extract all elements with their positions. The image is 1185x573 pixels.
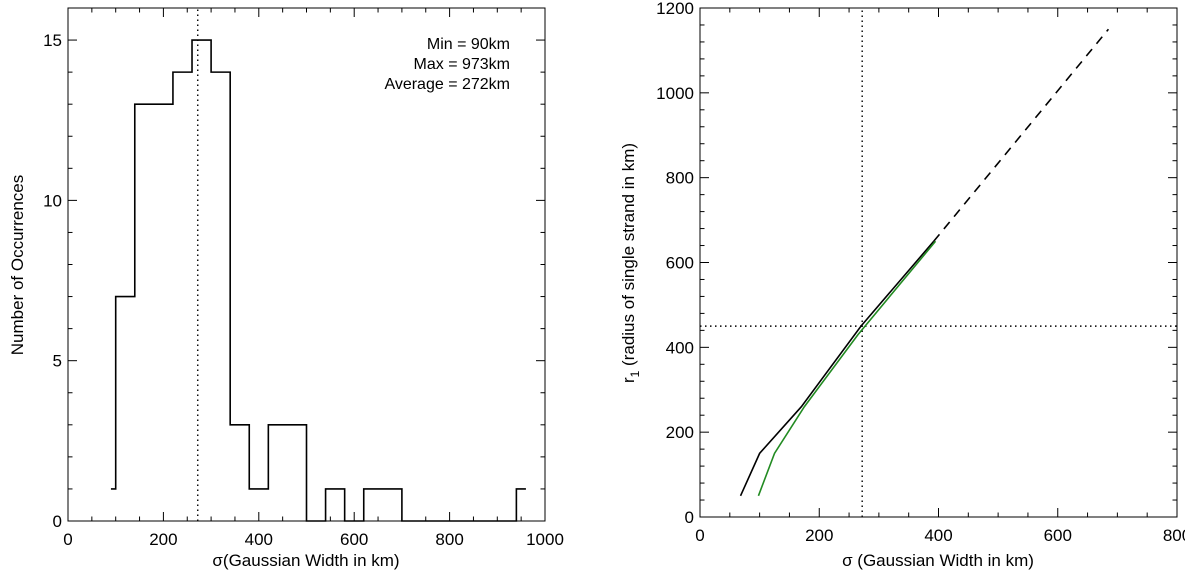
line-x-axis-label: σ (Gaussian Width in km)	[842, 551, 1034, 570]
line-y-axis-label-rest: (radius of single strand in km)	[619, 143, 638, 371]
histogram-panel: 0 200 400 600 800 1000 0 5 10 15 Min = 90km Max =…	[8, 7, 564, 570]
line-ticks: 0 200 400 600 800 0 200 400 600 800 1000 1200	[656, 0, 1185, 545]
line-x-tick-label: 800	[1163, 526, 1185, 545]
line-x-tick-label: 200	[805, 526, 833, 545]
histogram-y-tick-label: 5	[53, 352, 62, 371]
histogram-x-tick-label: 0	[63, 530, 72, 549]
line-y-axis-label-main: r	[619, 377, 638, 383]
line-y-tick-label: 1200	[656, 0, 694, 18]
line-series-group	[739, 28, 1110, 497]
annotation-min: Min = 90km	[427, 36, 510, 53]
line-y-tick-label: 400	[666, 338, 694, 357]
line-panel: 0 200 400 600 800 0 200 400 600 800 1000 1200 σ (Ga…	[619, 0, 1185, 570]
line-y-tick-label: 0	[685, 508, 694, 527]
line-x-tick-label: 600	[1044, 526, 1072, 545]
histogram-x-tick-label: 1000	[526, 530, 564, 549]
histogram-y-tick-label: 10	[43, 191, 62, 210]
histogram-y-tick-label: 0	[53, 512, 62, 531]
line-y-tick-label: 600	[666, 254, 694, 273]
line-y-tick-label: 200	[666, 423, 694, 442]
line-y-tick-label: 800	[666, 169, 694, 188]
line-x-tick-label: 400	[924, 526, 952, 545]
line-y-tick-label: 1000	[656, 84, 694, 103]
line-x-tick-label: 0	[695, 526, 704, 545]
line-series-1	[933, 28, 1110, 242]
histogram-y-tick-label: 15	[43, 31, 62, 50]
histogram-x-tick-label: 400	[245, 530, 273, 549]
histogram-y-axis-label: Number of Occurrences	[8, 175, 27, 355]
line-y-axis-label-subscript: 1	[628, 370, 642, 377]
histogram-x-tick-label: 600	[340, 530, 368, 549]
line-series-2	[757, 240, 937, 497]
line-series-0	[739, 240, 935, 497]
histogram-ticks: 0 200 400 600 800 1000 0 5 10 15	[43, 7, 564, 549]
annotation-max: Max = 973km	[414, 56, 510, 73]
histogram-x-tick-label: 200	[149, 530, 177, 549]
histogram-x-tick-label: 800	[435, 530, 463, 549]
histogram-x-axis-label: σ(Gaussian Width in km)	[212, 551, 399, 570]
annotation-average: Average = 272km	[384, 76, 510, 93]
histogram-step-line	[110, 39, 526, 522]
line-y-axis-label: r1 (radius of single strand in km)	[619, 143, 642, 383]
